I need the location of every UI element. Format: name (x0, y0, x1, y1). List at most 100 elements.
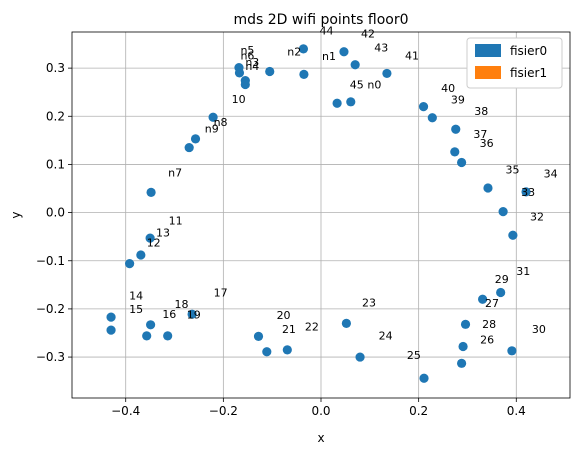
point-label: 19 (187, 309, 201, 322)
point-label: 24 (379, 329, 393, 342)
scatter-point (478, 294, 488, 304)
point-label: n5 (240, 44, 254, 57)
scatter-point (341, 318, 351, 328)
scatter-point (521, 187, 531, 197)
point-label: 14 (129, 289, 143, 302)
y-axis-label: y (9, 211, 23, 218)
point-label: 42 (361, 27, 375, 40)
point-label: 38 (474, 105, 488, 118)
point-label: 35 (506, 164, 520, 177)
x-tick-label: −0.2 (209, 404, 238, 418)
y-tick-label: 0.2 (46, 109, 65, 123)
point-label: 43 (374, 42, 388, 55)
scatter-point (498, 207, 508, 217)
scatter-point (187, 309, 197, 319)
axis-ticks: −0.4 −0.2 0.0 0.2 0.4 −0.3 −0.2 −0.1 0.0 0.1 0.2 0.… (36, 61, 526, 418)
scatter-point (146, 187, 156, 197)
point-label: 34 (544, 167, 558, 180)
point-label: 44 (320, 24, 334, 37)
point-label: 20 (277, 309, 291, 322)
y-tick-label: −0.3 (36, 350, 65, 364)
scatter-point (507, 346, 517, 356)
scatter-point (253, 331, 264, 341)
scatter-point (382, 68, 392, 79)
point-label: 36 (480, 137, 494, 150)
scatter-point (298, 44, 309, 54)
point-label: 39 (451, 93, 465, 106)
y-tick-label: 0.3 (46, 61, 65, 75)
scatter-point (419, 373, 429, 383)
scatter-point (339, 47, 349, 57)
point-label: n1 (322, 50, 336, 63)
x-tick-label: 0.0 (311, 404, 330, 418)
point-label: 29 (495, 273, 509, 286)
point-label: 41 (405, 49, 419, 62)
legend-swatch-fisier0 (475, 44, 501, 57)
scatter-point (142, 331, 152, 341)
point-label: n2 (287, 46, 301, 59)
point-label: 18 (175, 298, 189, 311)
scatter-point (145, 233, 155, 243)
scatter-point (457, 358, 467, 368)
scatter-point (451, 124, 461, 134)
point-label: n9 (205, 123, 219, 136)
point-label: 21 (282, 323, 296, 336)
point-label: 13 (156, 227, 170, 240)
point-label: 23 (362, 297, 376, 310)
legend-entry-fisier1: fisier1 (510, 66, 547, 80)
point-label: n0 (367, 78, 381, 91)
point-label: 26 (480, 334, 494, 347)
point-label: 45 (350, 78, 364, 91)
point-label: 37 (473, 128, 487, 141)
scatter-point (136, 250, 146, 260)
x-tick-label: 0.2 (409, 404, 428, 418)
y-tick-label: −0.1 (36, 254, 65, 268)
point-label: n6 (240, 49, 254, 62)
scatter-point (262, 347, 272, 357)
scatter-point (106, 325, 116, 335)
plot-frame (71, 31, 571, 399)
scatter-point (190, 134, 201, 144)
scatter-point (457, 157, 467, 168)
scatter-point (282, 345, 292, 355)
point-label: n3 (245, 56, 259, 69)
scatter-point (240, 79, 250, 90)
point-label: 17 (214, 286, 228, 299)
scatter-point (508, 230, 518, 240)
point-label: 15 (129, 303, 143, 316)
scatter-point (355, 352, 365, 362)
y-tick-label: −0.2 (36, 302, 65, 316)
data-points (106, 44, 531, 383)
point-label: n8 (214, 116, 228, 129)
chart-title: mds 2D wifi points floor0 (233, 12, 408, 28)
point-label: 11 (169, 215, 183, 228)
legend: fisier0 fisier1 (466, 37, 563, 89)
point-label: 22 (305, 321, 319, 334)
point-label: 25 (407, 349, 421, 362)
scatter-point (496, 287, 506, 298)
point-label: 30 (532, 323, 546, 336)
scatter-point (458, 341, 468, 352)
point-label: 33 (521, 186, 535, 199)
scatter-point (483, 183, 493, 193)
point-label: 32 (530, 210, 544, 223)
point-label: 27 (485, 297, 499, 310)
scatter-point (125, 259, 135, 269)
x-tick-label: 0.4 (507, 404, 526, 418)
scatter-point (332, 98, 342, 108)
legend-swatch-fisier1 (475, 66, 501, 79)
x-axis-label: x (317, 431, 324, 445)
y-tick-label: 0.0 (46, 206, 65, 220)
point-label: n7 (168, 166, 182, 179)
x-tick-label: −0.4 (111, 404, 140, 418)
point-label: 31 (516, 265, 530, 278)
legend-entry-fisier0: fisier0 (510, 44, 547, 58)
point-label: 10 (232, 93, 246, 106)
point-label: n4 (245, 60, 259, 73)
scatter-point (184, 142, 194, 153)
point-label: 12 (147, 236, 161, 249)
scatter-point (234, 68, 245, 78)
scatter-point (208, 112, 218, 122)
